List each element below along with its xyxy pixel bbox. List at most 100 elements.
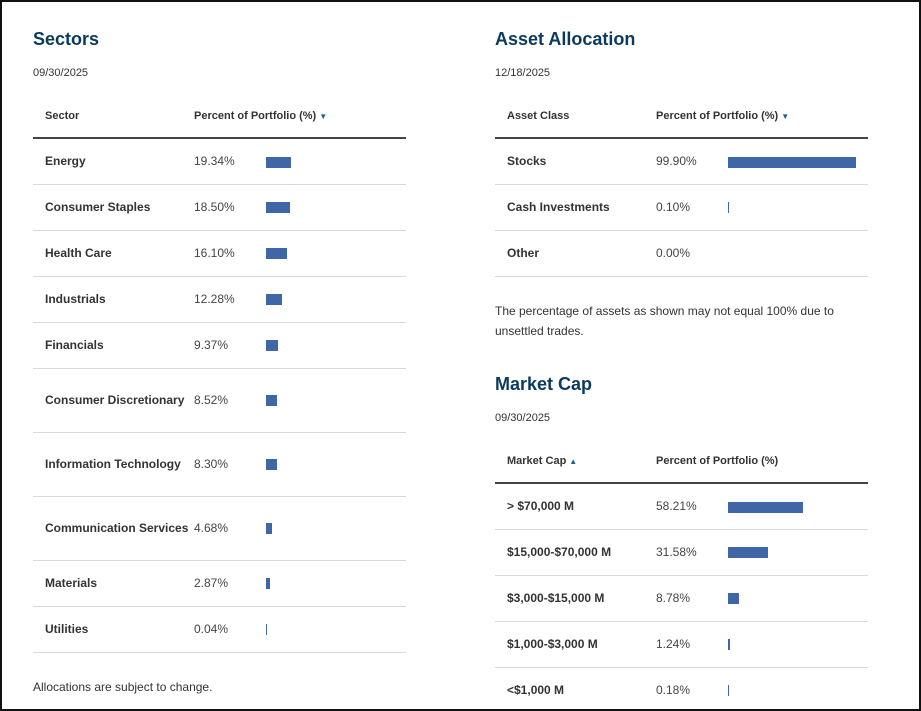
percent-bar bbox=[266, 523, 272, 535]
market-cap-table: Market Cap ▲ Percent of Portfolio (%) > $… bbox=[495, 440, 868, 711]
row-value: 0.00% bbox=[656, 230, 728, 277]
percent-bar bbox=[728, 685, 729, 697]
percent-bar bbox=[728, 202, 729, 214]
row-label: Utilities bbox=[33, 606, 194, 653]
percent-header-label: Percent of Portfolio (%) bbox=[656, 110, 779, 122]
row-label: Information Technology bbox=[33, 432, 194, 497]
row-label: Industrials bbox=[33, 276, 194, 323]
table-row: Industrials 12.28% bbox=[33, 276, 406, 323]
bar-cell bbox=[728, 529, 868, 576]
table-row: $3,000-$15,000 M 8.78% bbox=[495, 575, 868, 622]
percent-bar bbox=[266, 578, 270, 590]
row-value: 8.78% bbox=[656, 575, 728, 622]
row-value: 18.50% bbox=[194, 184, 266, 231]
row-value: 12.28% bbox=[194, 276, 266, 323]
row-label: Communication Services bbox=[33, 496, 194, 561]
percent-bar bbox=[266, 624, 267, 636]
percent-bar bbox=[728, 593, 739, 605]
asset-allocation-table: Asset Class Percent of Portfolio (%) ▼ St… bbox=[495, 95, 868, 277]
table-row: $1,000-$3,000 M 1.24% bbox=[495, 621, 868, 668]
bar-cell bbox=[728, 575, 868, 622]
percent-column-header[interactable]: Percent of Portfolio (%) ▼ bbox=[194, 95, 406, 139]
row-label: > $70,000 M bbox=[495, 483, 656, 530]
bar-cell bbox=[266, 496, 406, 561]
asset-allocation-date: 12/18/2025 bbox=[495, 67, 551, 79]
market-cap-date: 09/30/2025 bbox=[495, 412, 551, 424]
bar-cell bbox=[728, 230, 868, 277]
percent-bar bbox=[266, 248, 287, 260]
row-value: 1.24% bbox=[656, 621, 728, 668]
sort-down-icon: ▼ bbox=[319, 112, 328, 121]
asset-allocation-note: The percentage of assets as shown may no… bbox=[495, 303, 834, 338]
row-label: <$1,000 M bbox=[495, 667, 656, 711]
sort-up-icon: ▲ bbox=[569, 457, 578, 466]
row-value: 0.10% bbox=[656, 184, 728, 231]
percent-column-header[interactable]: Percent of Portfolio (%) ▼ bbox=[656, 95, 868, 139]
percent-bar bbox=[728, 501, 803, 513]
sort-down-icon: ▼ bbox=[781, 112, 790, 121]
row-label: $1,000-$3,000 M bbox=[495, 621, 656, 668]
bar-cell bbox=[728, 184, 868, 231]
percent-bar bbox=[266, 156, 291, 168]
row-label: Consumer Discretionary bbox=[33, 368, 194, 433]
table-row: Cash Investments 0.10% bbox=[495, 184, 868, 231]
bar-cell bbox=[728, 483, 868, 530]
sectors-section: Sectors 09/30/2025 Sector Percent of Por… bbox=[33, 29, 406, 697]
row-label: Health Care bbox=[33, 230, 194, 277]
bar-cell bbox=[728, 138, 868, 185]
table-row: Energy 19.34% bbox=[33, 138, 406, 185]
percent-bar bbox=[266, 340, 278, 352]
row-value: 0.18% bbox=[656, 667, 728, 711]
asset-allocation-section: Asset Allocation 12/18/2025 Asset Class … bbox=[495, 29, 868, 341]
row-value: 0.04% bbox=[194, 606, 266, 653]
table-row: Other 0.00% bbox=[495, 230, 868, 277]
table-row: Consumer Discretionary 8.52% bbox=[33, 368, 406, 433]
market-cap-column-header[interactable]: Market Cap ▲ bbox=[495, 440, 656, 484]
row-label: Financials bbox=[33, 322, 194, 369]
market-cap-header-label: Market Cap bbox=[507, 455, 567, 467]
percent-bar bbox=[266, 202, 290, 214]
bar-cell bbox=[266, 184, 406, 231]
market-cap-section: Market Cap 09/30/2025 Market Cap ▲ Percen… bbox=[495, 374, 868, 711]
percent-bar bbox=[266, 459, 277, 471]
row-value: 16.10% bbox=[194, 230, 266, 277]
bar-cell bbox=[266, 560, 406, 607]
row-label: Cash Investments bbox=[495, 184, 656, 231]
percent-bar bbox=[728, 547, 768, 559]
table-row: > $70,000 M 58.21% bbox=[495, 483, 868, 530]
row-label: Materials bbox=[33, 560, 194, 607]
asset-class-column-header[interactable]: Asset Class bbox=[495, 95, 656, 139]
bar-cell bbox=[266, 230, 406, 277]
bar-cell bbox=[266, 138, 406, 185]
sector-column-header[interactable]: Sector bbox=[33, 95, 194, 139]
percent-header-label: Percent of Portfolio (%) bbox=[194, 110, 317, 122]
row-value: 2.87% bbox=[194, 560, 266, 607]
sectors-title: Sectors bbox=[33, 29, 100, 49]
bar-cell bbox=[728, 621, 868, 668]
asset-allocation-title: Asset Allocation bbox=[495, 29, 636, 49]
bar-cell bbox=[266, 432, 406, 497]
row-value: 19.34% bbox=[194, 138, 266, 185]
bar-cell bbox=[266, 276, 406, 323]
percent-bar bbox=[728, 639, 730, 651]
percent-column-header[interactable]: Percent of Portfolio (%) bbox=[656, 440, 868, 484]
row-value: 31.58% bbox=[656, 529, 728, 576]
percent-bar bbox=[266, 294, 282, 306]
row-label: Consumer Staples bbox=[33, 184, 194, 231]
bar-cell bbox=[266, 368, 406, 433]
table-row: <$1,000 M 0.18% bbox=[495, 667, 868, 711]
row-label: Other bbox=[495, 230, 656, 277]
percent-bar bbox=[728, 156, 856, 168]
table-row: Materials 2.87% bbox=[33, 560, 406, 607]
sectors-table: Sector Percent of Portfolio (%) ▼ Energy 1… bbox=[33, 95, 406, 653]
table-row: Information Technology 8.30% bbox=[33, 432, 406, 497]
bar-cell bbox=[266, 606, 406, 653]
bar-cell bbox=[266, 322, 406, 369]
row-label: Stocks bbox=[495, 138, 656, 185]
table-row: Utilities 0.04% bbox=[33, 606, 406, 653]
row-value: 4.68% bbox=[194, 496, 266, 561]
row-label: Energy bbox=[33, 138, 194, 185]
sectors-date: 09/30/2025 bbox=[33, 67, 89, 79]
table-row: $15,000-$70,000 M 31.58% bbox=[495, 529, 868, 576]
market-cap-title: Market Cap bbox=[495, 374, 593, 394]
